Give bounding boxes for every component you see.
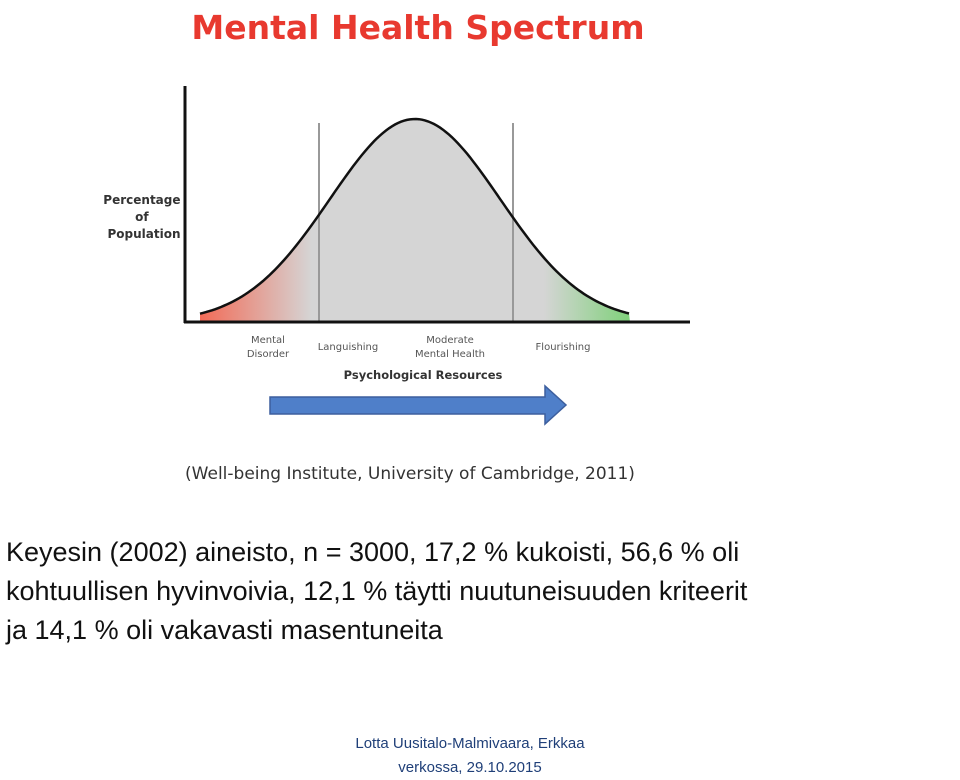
category-label-moderate-mental-health: Moderate Mental Health bbox=[415, 335, 485, 360]
mental-health-spectrum-diagram: Percentage of Population Mental Disorder … bbox=[103, 86, 690, 484]
category-label-mental-disorder: Mental Disorder bbox=[247, 335, 290, 360]
source-citation: (Well-being Institute, University of Cam… bbox=[185, 464, 635, 484]
distribution-curve-outline bbox=[199, 117, 630, 315]
footer-line: Lotta Uusitalo-Malmivaara, Erkkaa bbox=[355, 735, 585, 752]
x-axis-label: Psychological Resources bbox=[344, 368, 503, 382]
resources-arrow bbox=[269, 384, 568, 426]
body-paragraph: Keyesin (2002) aineisto, n = 3000, 17,2 … bbox=[6, 533, 956, 650]
y-axis-label: Percentage of Population bbox=[103, 193, 184, 241]
category-label-languishing: Languishing bbox=[318, 342, 379, 353]
slide-title: Mental Health Spectrum bbox=[191, 8, 645, 47]
body-line: kohtuullisen hyvinvoivia, 12,1 % täytti … bbox=[6, 576, 748, 606]
body-line: Keyesin (2002) aineisto, n = 3000, 17,2 … bbox=[6, 537, 740, 567]
body-line: ja 14,1 % oli vakavasti masentuneita bbox=[6, 615, 443, 645]
distribution-curve bbox=[200, 119, 630, 322]
footer-credit: Lotta Uusitalo-Malmivaara, Erkkaa verkos… bbox=[270, 732, 670, 780]
footer-line: verkossa, 29.10.2015 bbox=[398, 759, 542, 776]
category-label-flourishing: Flourishing bbox=[536, 342, 591, 353]
